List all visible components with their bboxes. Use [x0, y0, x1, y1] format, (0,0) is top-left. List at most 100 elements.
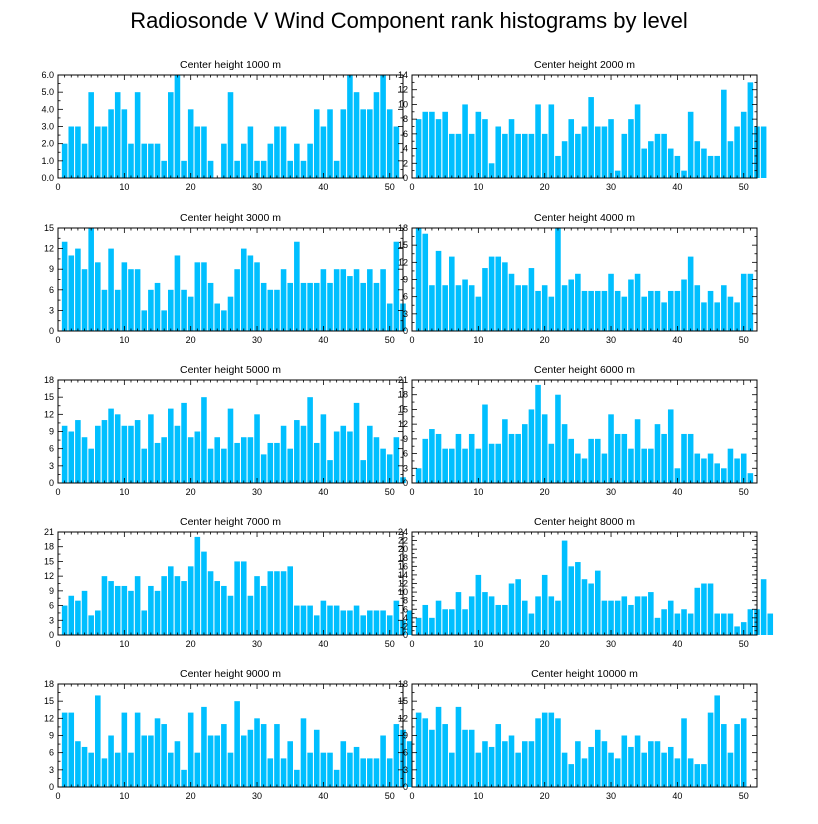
y-tick-label: 9: [403, 434, 408, 444]
histogram-bar: [95, 126, 101, 178]
histogram-bar: [648, 290, 654, 331]
histogram-bar: [287, 282, 293, 331]
histogram-bar: [594, 729, 601, 787]
y-tick-label: 18: [398, 223, 408, 233]
x-tick-label: 30: [252, 487, 262, 497]
x-tick-label: 20: [540, 487, 550, 497]
histogram-bar: [280, 126, 287, 178]
histogram-bar: [194, 431, 201, 483]
histogram-bar: [455, 133, 462, 178]
histogram-bar: [654, 290, 661, 331]
histogram-bar: [81, 143, 88, 178]
histogram-bar: [227, 296, 234, 331]
y-tick-label: 3: [403, 765, 408, 775]
histogram-bar: [415, 712, 422, 787]
histogram-bar: [449, 256, 455, 331]
histogram-bar: [455, 592, 462, 635]
y-tick-label: 1.0: [41, 156, 54, 166]
y-tick-label: 6.0: [41, 70, 54, 80]
histogram-bar: [429, 617, 435, 635]
y-tick-label: 15: [44, 392, 54, 402]
y-tick-label: 18: [398, 553, 408, 563]
histogram-bar: [88, 92, 94, 178]
y-tick-label: 15: [398, 240, 408, 250]
y-tick-label: 12: [44, 571, 54, 581]
histogram-bar: [415, 617, 422, 635]
histogram-bar: [760, 579, 767, 635]
histogram-bar: [154, 282, 161, 331]
histogram-bar: [307, 143, 313, 178]
histogram-bar: [601, 453, 608, 483]
histogram-bar: [300, 160, 307, 178]
histogram-bar: [68, 431, 75, 483]
y-tick-label: 5.0: [41, 87, 54, 97]
histogram-bar: [141, 735, 148, 787]
x-tick-label: 50: [739, 791, 749, 801]
histogram-bar: [488, 746, 495, 787]
histogram-bar: [68, 595, 75, 635]
histogram-bar: [654, 617, 661, 635]
histogram-bar: [449, 752, 455, 787]
y-tick-label: 10: [398, 99, 408, 109]
x-tick-label: 40: [318, 487, 328, 497]
histogram-bar: [207, 282, 214, 331]
x-tick-label: 50: [739, 487, 749, 497]
histogram-bar: [482, 592, 488, 635]
y-tick-label: 0: [49, 782, 54, 792]
histogram-bar: [254, 718, 260, 787]
histogram-bar: [674, 155, 681, 178]
histogram-bar: [429, 729, 435, 787]
histogram-bar: [727, 448, 734, 483]
plot-area: 0 10 20 30 40 50 0.0 1.0 2.0 3.0 4.0 5.0 6.0: [41, 70, 404, 192]
histogram-bar: [634, 735, 641, 787]
histogram-bar: [134, 269, 141, 331]
histogram-bar: [488, 596, 495, 636]
histogram-bar: [508, 433, 515, 483]
histogram-bar: [687, 433, 694, 483]
histogram-bar: [353, 402, 360, 483]
histogram-bar: [353, 746, 360, 787]
histogram-bar: [174, 255, 181, 331]
histogram-bar: [114, 92, 121, 178]
histogram-bar: [449, 448, 455, 483]
histogram-bar: [373, 758, 380, 787]
histogram-bar: [588, 583, 594, 635]
histogram-bar: [393, 241, 400, 331]
histogram-bar: [601, 290, 608, 331]
histogram-bar: [522, 285, 528, 331]
histogram-bar: [482, 268, 488, 331]
histogram-bar: [360, 460, 366, 483]
histogram-bar: [161, 724, 167, 787]
histogram-bar: [280, 758, 287, 787]
histogram-bar: [333, 769, 340, 787]
histogram-bar: [247, 126, 254, 178]
histogram-bar: [386, 758, 393, 787]
y-tick-label: 12: [398, 257, 408, 267]
histogram-bar: [581, 758, 588, 787]
histogram-bar: [353, 605, 360, 635]
histogram-bar: [274, 724, 280, 787]
histogram-bar: [201, 397, 207, 483]
histogram-bar: [667, 148, 674, 178]
histogram-bar: [267, 442, 274, 483]
histogram-bar: [247, 729, 254, 787]
histogram-bar: [68, 712, 75, 787]
histogram-bar: [541, 285, 548, 331]
histogram-bar: [128, 269, 134, 331]
histogram-bar: [714, 695, 720, 787]
histogram-bar: [621, 296, 628, 331]
histogram-bar: [528, 613, 535, 635]
histogram-bar: [462, 279, 468, 331]
histogram-bar: [541, 574, 548, 635]
histogram-bar: [360, 615, 366, 635]
histogram-bar: [101, 289, 108, 331]
histogram-bar: [508, 583, 515, 635]
histogram-bar: [747, 273, 754, 331]
histogram-bar: [174, 75, 181, 178]
histogram-bar: [207, 571, 214, 635]
histogram-bar: [333, 160, 340, 178]
histogram-bar: [121, 109, 128, 178]
x-tick-label: 10: [473, 791, 483, 801]
